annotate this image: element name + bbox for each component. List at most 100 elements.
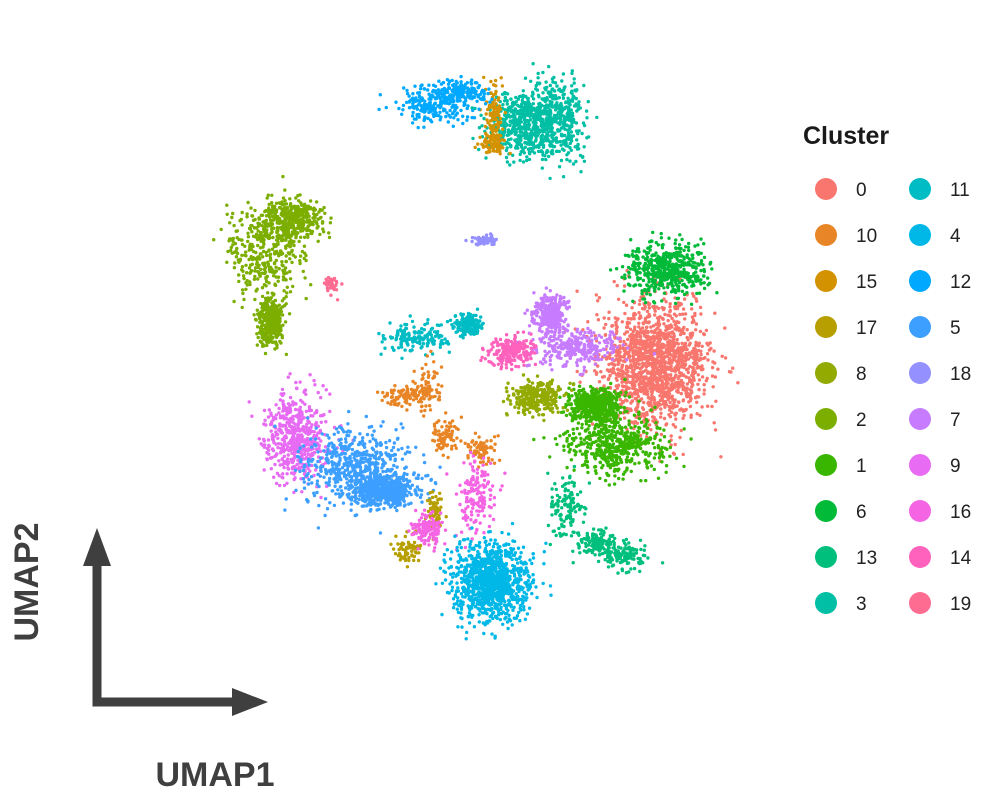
point xyxy=(669,373,673,377)
point xyxy=(504,366,509,370)
point xyxy=(566,96,570,101)
point xyxy=(650,386,654,390)
point xyxy=(679,354,684,358)
point xyxy=(664,381,668,385)
point xyxy=(407,335,411,340)
point xyxy=(535,406,539,410)
point xyxy=(653,375,657,379)
point xyxy=(711,360,715,364)
cluster-18-points xyxy=(464,232,498,247)
point xyxy=(550,77,555,81)
point xyxy=(521,399,525,404)
point xyxy=(666,340,670,344)
point xyxy=(685,382,689,386)
point xyxy=(464,238,468,243)
point xyxy=(592,430,596,435)
point xyxy=(462,330,466,334)
point xyxy=(561,72,566,76)
point xyxy=(682,297,687,301)
point xyxy=(675,363,679,368)
point xyxy=(484,233,489,237)
point xyxy=(681,283,685,287)
point xyxy=(713,428,718,432)
point xyxy=(643,273,647,277)
point xyxy=(577,384,582,388)
point xyxy=(605,351,610,355)
point xyxy=(637,346,641,351)
point xyxy=(561,175,566,179)
point xyxy=(598,406,602,410)
point xyxy=(627,350,631,354)
point xyxy=(646,284,650,288)
point xyxy=(596,358,601,362)
point xyxy=(618,368,623,373)
point xyxy=(650,357,654,361)
point xyxy=(568,447,572,452)
point xyxy=(652,289,657,293)
point xyxy=(661,331,666,336)
point xyxy=(405,338,409,342)
point xyxy=(549,334,553,339)
point xyxy=(660,282,665,287)
point xyxy=(713,311,717,315)
point xyxy=(575,289,579,293)
point xyxy=(550,368,554,372)
point xyxy=(529,346,533,350)
point xyxy=(596,443,600,447)
point xyxy=(597,380,602,384)
point xyxy=(637,283,642,287)
point xyxy=(656,444,660,448)
point xyxy=(702,269,707,274)
point xyxy=(620,444,624,449)
point xyxy=(649,325,653,329)
point xyxy=(529,387,534,391)
point xyxy=(615,318,619,322)
point xyxy=(544,331,548,335)
point xyxy=(567,137,571,141)
point xyxy=(668,308,672,313)
point xyxy=(684,245,688,249)
point xyxy=(549,101,554,105)
point xyxy=(563,302,567,307)
point xyxy=(653,436,657,441)
point xyxy=(461,312,466,317)
point xyxy=(615,329,619,333)
point xyxy=(601,392,605,397)
point xyxy=(639,370,643,375)
point xyxy=(678,264,682,268)
point xyxy=(674,456,679,460)
point xyxy=(573,391,578,396)
point xyxy=(529,356,533,361)
point xyxy=(642,391,646,396)
point xyxy=(616,297,621,301)
point xyxy=(512,337,517,341)
point xyxy=(682,464,686,469)
point xyxy=(652,253,657,257)
point xyxy=(673,425,678,429)
point xyxy=(622,434,626,438)
point xyxy=(660,395,664,400)
point xyxy=(628,380,632,384)
point xyxy=(663,403,667,407)
point xyxy=(569,442,574,447)
point xyxy=(625,399,629,403)
point xyxy=(566,128,570,132)
point xyxy=(647,246,651,250)
point xyxy=(448,318,453,322)
point xyxy=(530,351,535,355)
point xyxy=(585,415,590,419)
point xyxy=(576,421,581,425)
point xyxy=(653,309,657,313)
point xyxy=(673,290,678,295)
point xyxy=(602,403,607,407)
point xyxy=(614,267,619,271)
point xyxy=(521,386,525,390)
point xyxy=(669,252,673,256)
point xyxy=(538,360,543,364)
point xyxy=(676,381,680,385)
point xyxy=(488,232,493,236)
point xyxy=(603,457,607,462)
point xyxy=(662,322,666,326)
point xyxy=(564,317,568,322)
point xyxy=(700,405,704,409)
